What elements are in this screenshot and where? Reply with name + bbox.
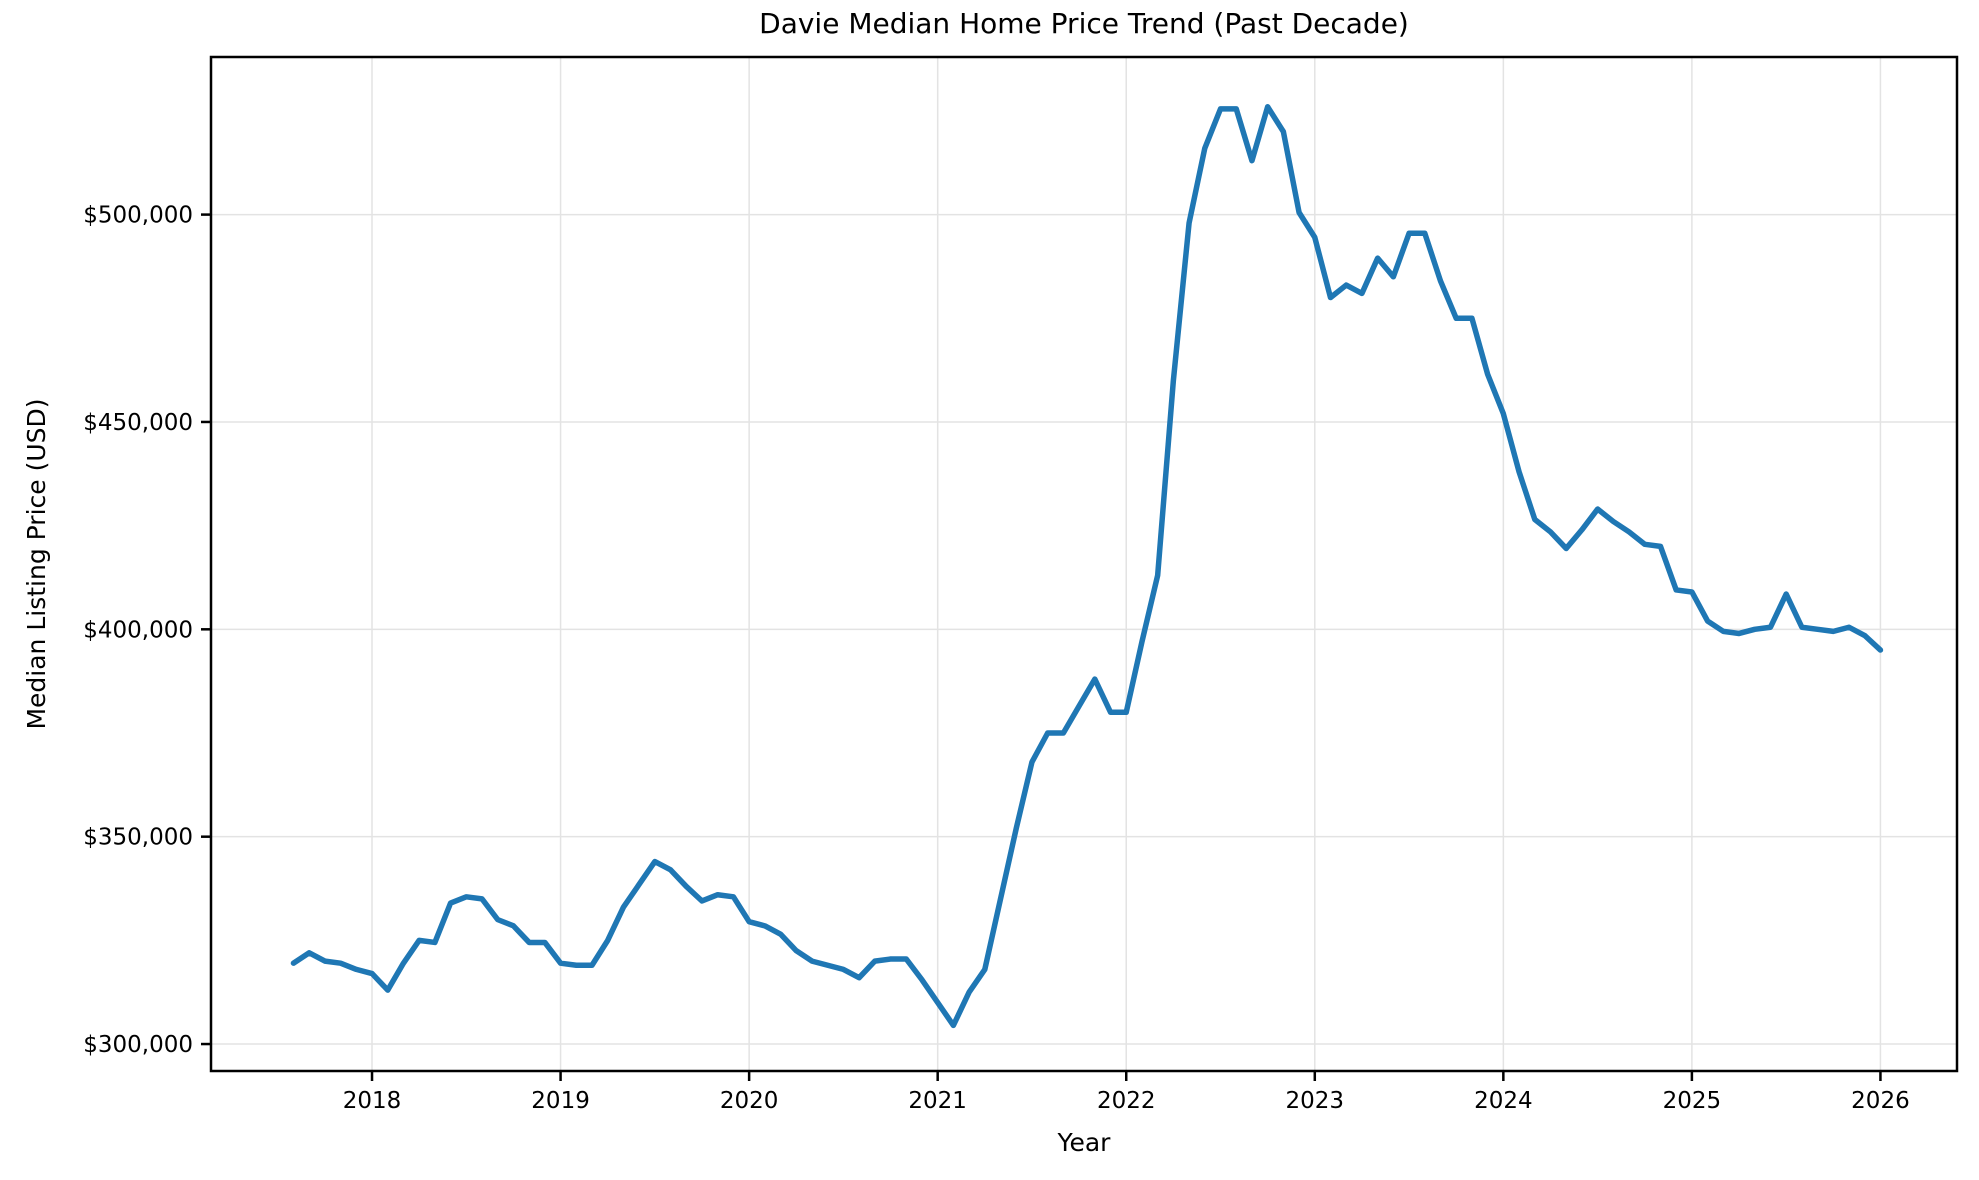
price-trend-line [290,104,1884,1029]
x-tick-label-2026: 2026 [1851,1088,1910,1114]
y-axis-label-text: Median Listing Price (USD) [22,398,51,730]
x-tick-label-2025: 2025 [1663,1088,1722,1114]
y-tick-label-400000: $400,000 [83,617,193,643]
x-axis-label: Year [1057,1128,1111,1157]
y-tick-label-300000: $300,000 [83,1032,193,1058]
y-tick-label-350000: $350,000 [83,825,193,851]
x-tick-label-2019: 2019 [531,1088,590,1114]
chart-title: Davie Median Home Price Trend (Past Deca… [759,7,1409,40]
plot-spines [209,55,1959,1073]
x-tick-label-2022: 2022 [1097,1088,1156,1114]
x-tick-label-2024: 2024 [1474,1088,1533,1114]
x-tick-label-2023: 2023 [1286,1088,1345,1114]
x-tick-label-2020: 2020 [720,1088,779,1114]
y-tick-label-450000: $450,000 [83,410,193,436]
x-tick-label-2021: 2021 [908,1088,967,1114]
x-tick-label-2018: 2018 [343,1088,402,1114]
y-tick-label-500000: $500,000 [83,203,193,229]
